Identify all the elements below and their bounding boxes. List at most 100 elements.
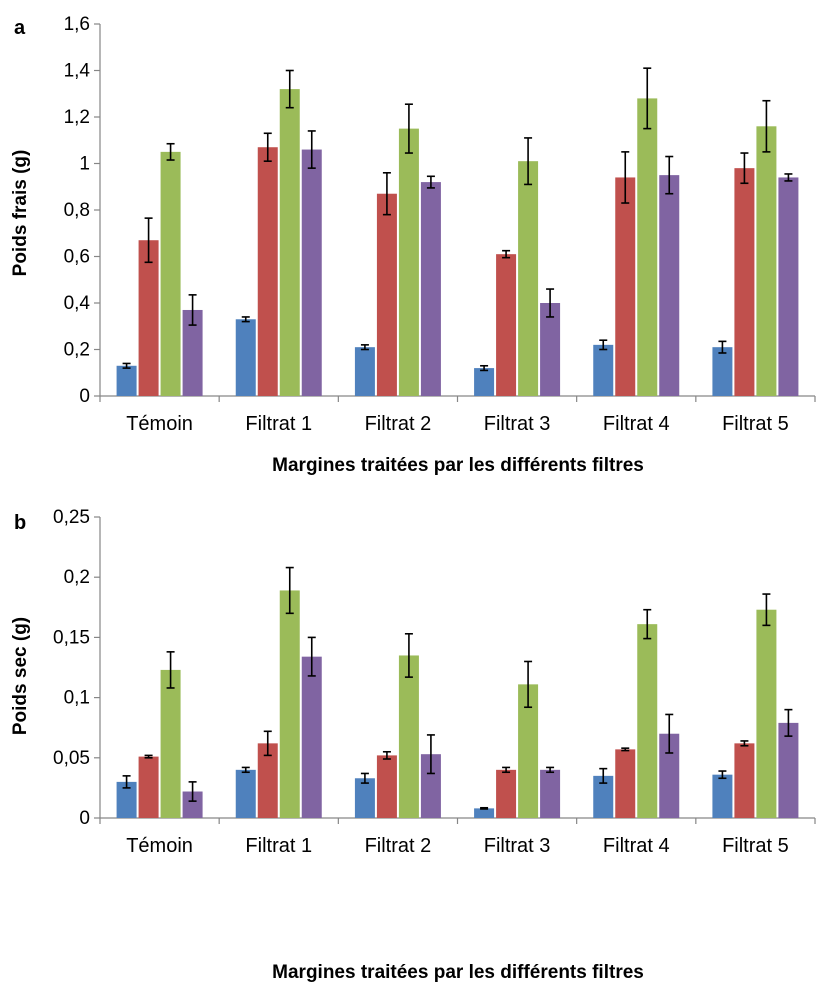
bar <box>182 791 203 818</box>
bar <box>496 769 517 818</box>
error-bar <box>122 362 131 369</box>
bar <box>138 756 159 818</box>
bar <box>420 182 441 396</box>
panel-label-a: a <box>14 17 26 39</box>
bar <box>615 749 636 818</box>
error-bar <box>480 806 489 810</box>
bar <box>398 128 419 396</box>
error-bar <box>740 740 749 747</box>
bar <box>712 347 733 396</box>
bar <box>398 655 419 818</box>
y-tick-label: 0,6 <box>64 247 90 268</box>
error-bar <box>665 155 674 195</box>
x-tick-label: Filtrat 1 <box>245 835 312 857</box>
bar <box>637 98 658 397</box>
error-bar <box>546 288 555 318</box>
error-bar <box>144 754 153 759</box>
bar <box>138 240 159 396</box>
bar <box>354 347 375 396</box>
error-bar <box>784 173 793 182</box>
panel-label-b: b <box>14 512 26 534</box>
error-bar <box>502 766 511 774</box>
x-tick-label: Filtrat 3 <box>484 835 551 857</box>
bar <box>279 89 300 396</box>
bar <box>474 368 495 396</box>
error-bar <box>360 772 369 784</box>
y-tick-label: 1,2 <box>64 107 90 128</box>
error-bar <box>404 632 413 678</box>
error-bar <box>241 316 250 323</box>
bar <box>540 303 561 396</box>
chart-panel-b: b Poids sec (g) Margines traitées par le… <box>10 507 816 983</box>
x-tick-label: Filtrat 4 <box>603 413 670 435</box>
bar <box>116 365 137 396</box>
y-tick-label: 0,05 <box>53 748 90 769</box>
bar <box>279 590 300 818</box>
error-bar <box>263 730 272 757</box>
bar <box>182 309 203 396</box>
x-tick-label: Filtrat 2 <box>365 835 432 857</box>
bar <box>257 147 278 396</box>
error-bar <box>621 151 630 204</box>
error-bar <box>122 775 131 789</box>
bar <box>376 755 397 818</box>
y-tick-label: 1 <box>79 154 90 175</box>
y-tick-label: 0 <box>79 808 90 829</box>
bar <box>474 808 495 818</box>
y-tick-label: 1,6 <box>64 14 90 35</box>
y-tick-label: 0,4 <box>64 293 91 314</box>
y-tick-label: 1,4 <box>64 61 91 82</box>
error-bar <box>502 249 511 259</box>
error-bar <box>307 636 316 677</box>
bar <box>235 769 256 818</box>
error-bar <box>762 593 771 627</box>
error-bar <box>524 660 533 709</box>
bar <box>301 656 322 818</box>
bar <box>712 774 733 818</box>
error-bar <box>665 713 674 754</box>
bar <box>659 175 680 396</box>
x-tick-label: Filtrat 3 <box>484 413 551 435</box>
x-axis-title-a: Margines traitées par les différents fil… <box>272 455 644 476</box>
error-bar <box>166 651 175 689</box>
error-bar <box>643 608 652 640</box>
bar <box>756 126 777 397</box>
chart-panel-a: a Poids frais (g) Margines traitées par … <box>10 14 816 476</box>
bar <box>420 754 441 818</box>
bar <box>593 344 614 396</box>
y-tick-label: 0,1 <box>64 688 90 709</box>
y-tick-label: 0,25 <box>53 507 90 528</box>
error-bar <box>740 152 749 185</box>
x-tick-label: Filtrat 4 <box>603 835 670 857</box>
error-bar <box>643 67 652 130</box>
bar <box>301 149 322 396</box>
y-axis-title-a: Poids frais (g) <box>10 150 31 277</box>
x-tick-label: Filtrat 5 <box>722 835 789 857</box>
bar <box>540 769 561 818</box>
bar <box>593 775 614 818</box>
error-bar <box>599 339 608 351</box>
y-tick-label: 0,2 <box>64 567 90 588</box>
error-bar <box>524 137 533 186</box>
bar <box>659 733 680 818</box>
error-bar <box>426 175 435 189</box>
y-tick-label: 0 <box>79 386 90 407</box>
error-bar <box>241 766 250 774</box>
error-bar <box>144 217 153 264</box>
error-bar <box>285 566 294 615</box>
error-bar <box>599 767 608 784</box>
y-tick-label: 0,8 <box>64 200 90 221</box>
bar <box>778 722 799 818</box>
bar <box>518 161 539 396</box>
error-bar <box>166 142 175 161</box>
bar <box>778 177 799 396</box>
error-bar <box>784 708 793 737</box>
bar <box>615 177 636 396</box>
bar <box>235 319 256 396</box>
error-bar <box>307 130 316 169</box>
bar <box>496 254 517 396</box>
y-tick-label: 0,2 <box>64 340 90 361</box>
error-bar <box>404 103 413 154</box>
x-tick-label: Filtrat 5 <box>722 413 789 435</box>
